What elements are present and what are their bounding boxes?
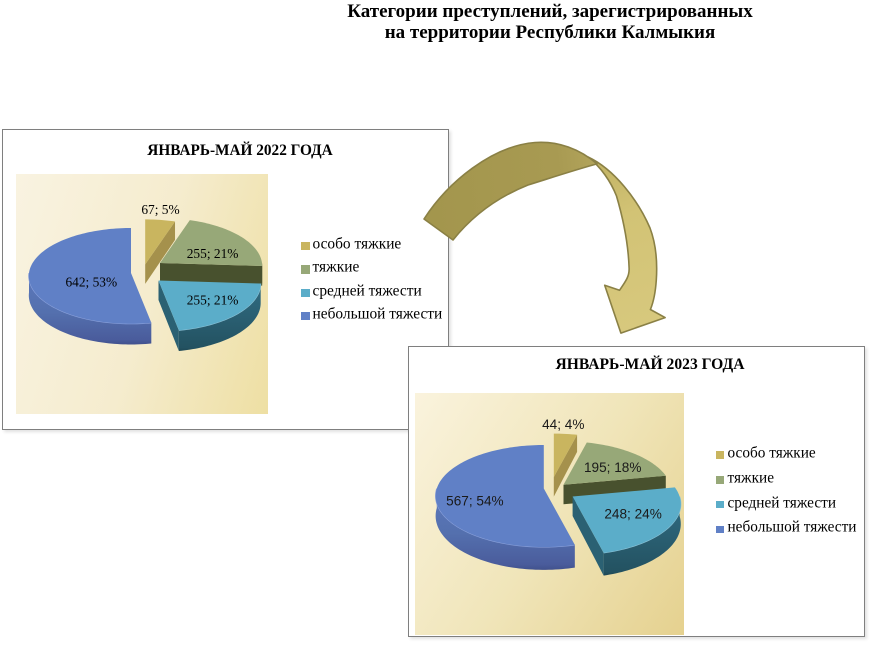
svg-text:248; 24%: 248; 24% — [604, 507, 661, 522]
svg-text:255; 21%: 255; 21% — [187, 246, 239, 261]
svg-text:642; 53%: 642; 53% — [65, 275, 117, 290]
svg-text:44; 4%: 44; 4% — [542, 417, 584, 432]
svg-text:567; 54%: 567; 54% — [446, 494, 503, 509]
svg-text:195; 18%: 195; 18% — [584, 460, 641, 475]
svg-text:67; 5%: 67; 5% — [141, 202, 179, 217]
svg-text:255; 21%: 255; 21% — [187, 293, 239, 308]
